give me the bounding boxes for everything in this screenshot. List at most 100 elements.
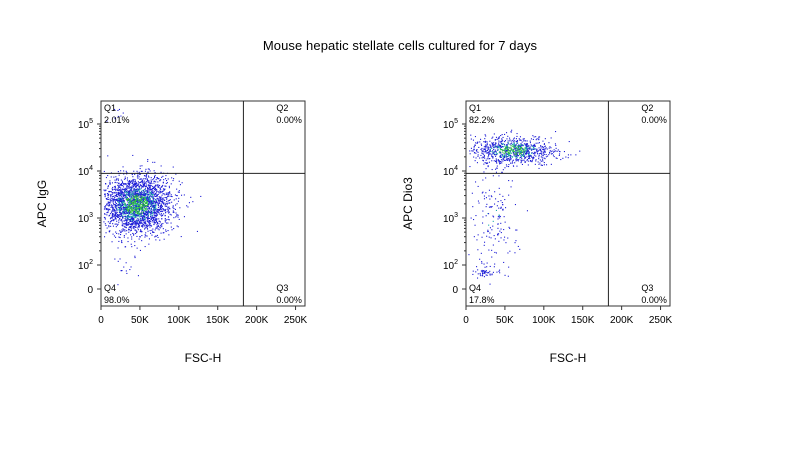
event-dot bbox=[155, 205, 157, 207]
event-dot bbox=[168, 234, 170, 236]
event-dot bbox=[142, 220, 144, 222]
event-dot bbox=[136, 223, 138, 225]
event-dot bbox=[149, 223, 151, 225]
event-dot bbox=[166, 198, 168, 200]
event-dot bbox=[114, 179, 116, 181]
event-dot bbox=[120, 231, 122, 233]
event-dot bbox=[134, 190, 136, 192]
event-dot bbox=[148, 182, 150, 184]
event-dot bbox=[119, 207, 121, 209]
event-dot bbox=[104, 194, 106, 196]
event-dot bbox=[494, 139, 496, 141]
event-dot bbox=[516, 153, 518, 155]
event-dot bbox=[162, 232, 164, 234]
event-dot bbox=[151, 191, 153, 193]
event-dot bbox=[107, 155, 109, 157]
event-dot bbox=[109, 201, 111, 203]
event-dot bbox=[109, 209, 111, 211]
event-dot bbox=[162, 188, 164, 190]
event-dot bbox=[126, 197, 128, 199]
event-dot bbox=[520, 152, 522, 154]
event-dot bbox=[501, 146, 503, 148]
event-dot bbox=[147, 175, 149, 177]
event-dot bbox=[472, 273, 474, 275]
event-dot bbox=[128, 186, 130, 188]
event-dot bbox=[518, 145, 520, 147]
event-dot bbox=[146, 179, 148, 181]
event-dot bbox=[133, 219, 135, 221]
event-dot bbox=[533, 147, 535, 149]
event-dot bbox=[124, 212, 126, 214]
event-dot bbox=[492, 142, 494, 144]
event-dot bbox=[115, 236, 117, 238]
event-dot bbox=[137, 208, 139, 210]
y-tick-base: 10 bbox=[78, 167, 90, 178]
event-dot bbox=[137, 215, 139, 217]
event-dot bbox=[122, 217, 124, 219]
event-dot bbox=[172, 166, 174, 168]
event-dot bbox=[168, 195, 170, 197]
event-dot bbox=[141, 209, 143, 211]
event-dot bbox=[497, 234, 499, 236]
event-dot bbox=[491, 160, 493, 162]
event-dot bbox=[497, 233, 499, 235]
event-dot bbox=[132, 179, 134, 181]
event-dot bbox=[531, 145, 533, 147]
event-dot bbox=[544, 150, 546, 152]
event-dot bbox=[484, 241, 486, 243]
event-dot bbox=[146, 191, 148, 193]
event-dot bbox=[495, 161, 497, 163]
event-dot bbox=[511, 162, 513, 164]
event-dot bbox=[127, 203, 129, 205]
event-dot bbox=[107, 210, 109, 212]
event-dot bbox=[136, 207, 138, 209]
event-dot bbox=[497, 149, 499, 151]
event-dot bbox=[511, 160, 513, 162]
event-dot bbox=[535, 151, 537, 153]
event-dot bbox=[128, 203, 130, 205]
event-dot bbox=[138, 225, 140, 227]
event-dot bbox=[107, 208, 109, 210]
event-dot bbox=[520, 151, 522, 153]
event-dot bbox=[135, 230, 137, 232]
event-dot bbox=[518, 145, 520, 147]
event-dot bbox=[130, 215, 132, 217]
event-dot bbox=[130, 266, 132, 268]
event-dot bbox=[491, 147, 493, 149]
event-dot bbox=[117, 214, 119, 216]
event-dot bbox=[541, 150, 543, 152]
event-dot bbox=[135, 185, 137, 187]
event-dot bbox=[164, 185, 166, 187]
event-dot bbox=[477, 185, 479, 187]
event-dot bbox=[521, 155, 523, 157]
event-dot bbox=[145, 185, 147, 187]
event-dot bbox=[134, 196, 136, 198]
event-dot bbox=[141, 182, 143, 184]
event-dot bbox=[504, 148, 506, 150]
event-dot bbox=[121, 220, 123, 222]
event-dot bbox=[482, 216, 484, 218]
event-dot bbox=[476, 149, 478, 151]
event-dot bbox=[178, 180, 180, 182]
event-dot bbox=[504, 221, 506, 223]
event-dot bbox=[105, 205, 107, 207]
event-dot bbox=[126, 230, 128, 232]
event-dot bbox=[121, 206, 123, 208]
event-dot bbox=[482, 150, 484, 152]
event-dot bbox=[485, 206, 487, 208]
event-dot bbox=[130, 194, 132, 196]
event-dot bbox=[154, 214, 156, 216]
event-dot bbox=[200, 195, 202, 197]
event-dot bbox=[498, 136, 500, 138]
event-dot bbox=[521, 151, 523, 153]
event-dot bbox=[154, 236, 156, 238]
event-dot bbox=[556, 150, 558, 152]
event-dot bbox=[132, 193, 134, 195]
event-dot bbox=[481, 144, 483, 146]
event-dot bbox=[106, 198, 108, 200]
event-dot bbox=[520, 143, 522, 145]
y-tick-label: 0 bbox=[87, 285, 93, 296]
event-dot bbox=[139, 202, 141, 204]
event-dot bbox=[156, 218, 158, 220]
event-dot bbox=[132, 209, 134, 211]
